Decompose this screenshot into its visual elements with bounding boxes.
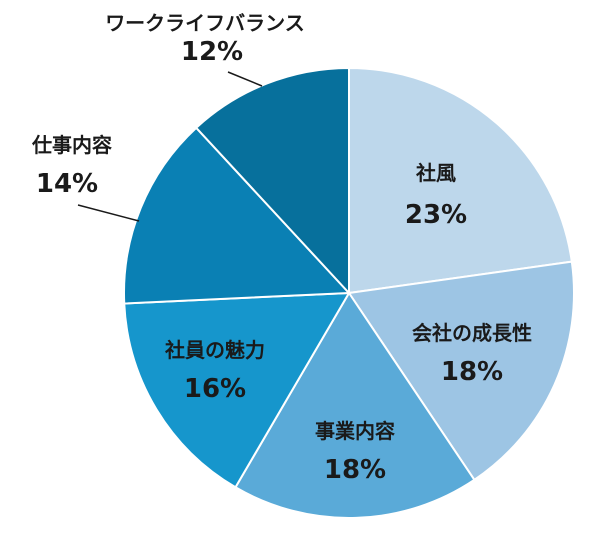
label-name-growth: 会社の成長性	[412, 321, 532, 345]
label-name-people: 社員の魅力	[164, 338, 265, 362]
label-name-work: 仕事内容	[31, 133, 112, 157]
slice-wlb	[194, 66, 350, 296]
label-pct-work: 14%	[36, 169, 98, 199]
label-pct-people: 16%	[184, 374, 246, 404]
slice-shafu	[348, 66, 573, 295]
pie-slices	[123, 66, 575, 519]
label-name-wlb: ワークライフバランス	[105, 11, 305, 35]
slice-work	[123, 126, 352, 305]
label-pct-wlb: 12%	[181, 37, 243, 67]
slice-growth	[347, 260, 575, 482]
slice-labels: 社風 23% 会社の成長性 18% 事業内容 18% 社員の魅力 16% 仕事内…	[31, 11, 532, 485]
label-name-shafu: 社風	[415, 161, 456, 185]
leader-lines	[77, 71, 263, 222]
label-pct-shafu: 23%	[405, 200, 467, 230]
label-name-business: 事業内容	[315, 419, 395, 443]
leader-line-work	[77, 204, 140, 222]
slice-business	[234, 291, 476, 519]
label-pct-business: 18%	[324, 455, 386, 485]
slice-people	[123, 291, 351, 489]
label-pct-growth: 18%	[441, 357, 503, 387]
leader-line-wlb	[227, 71, 263, 87]
